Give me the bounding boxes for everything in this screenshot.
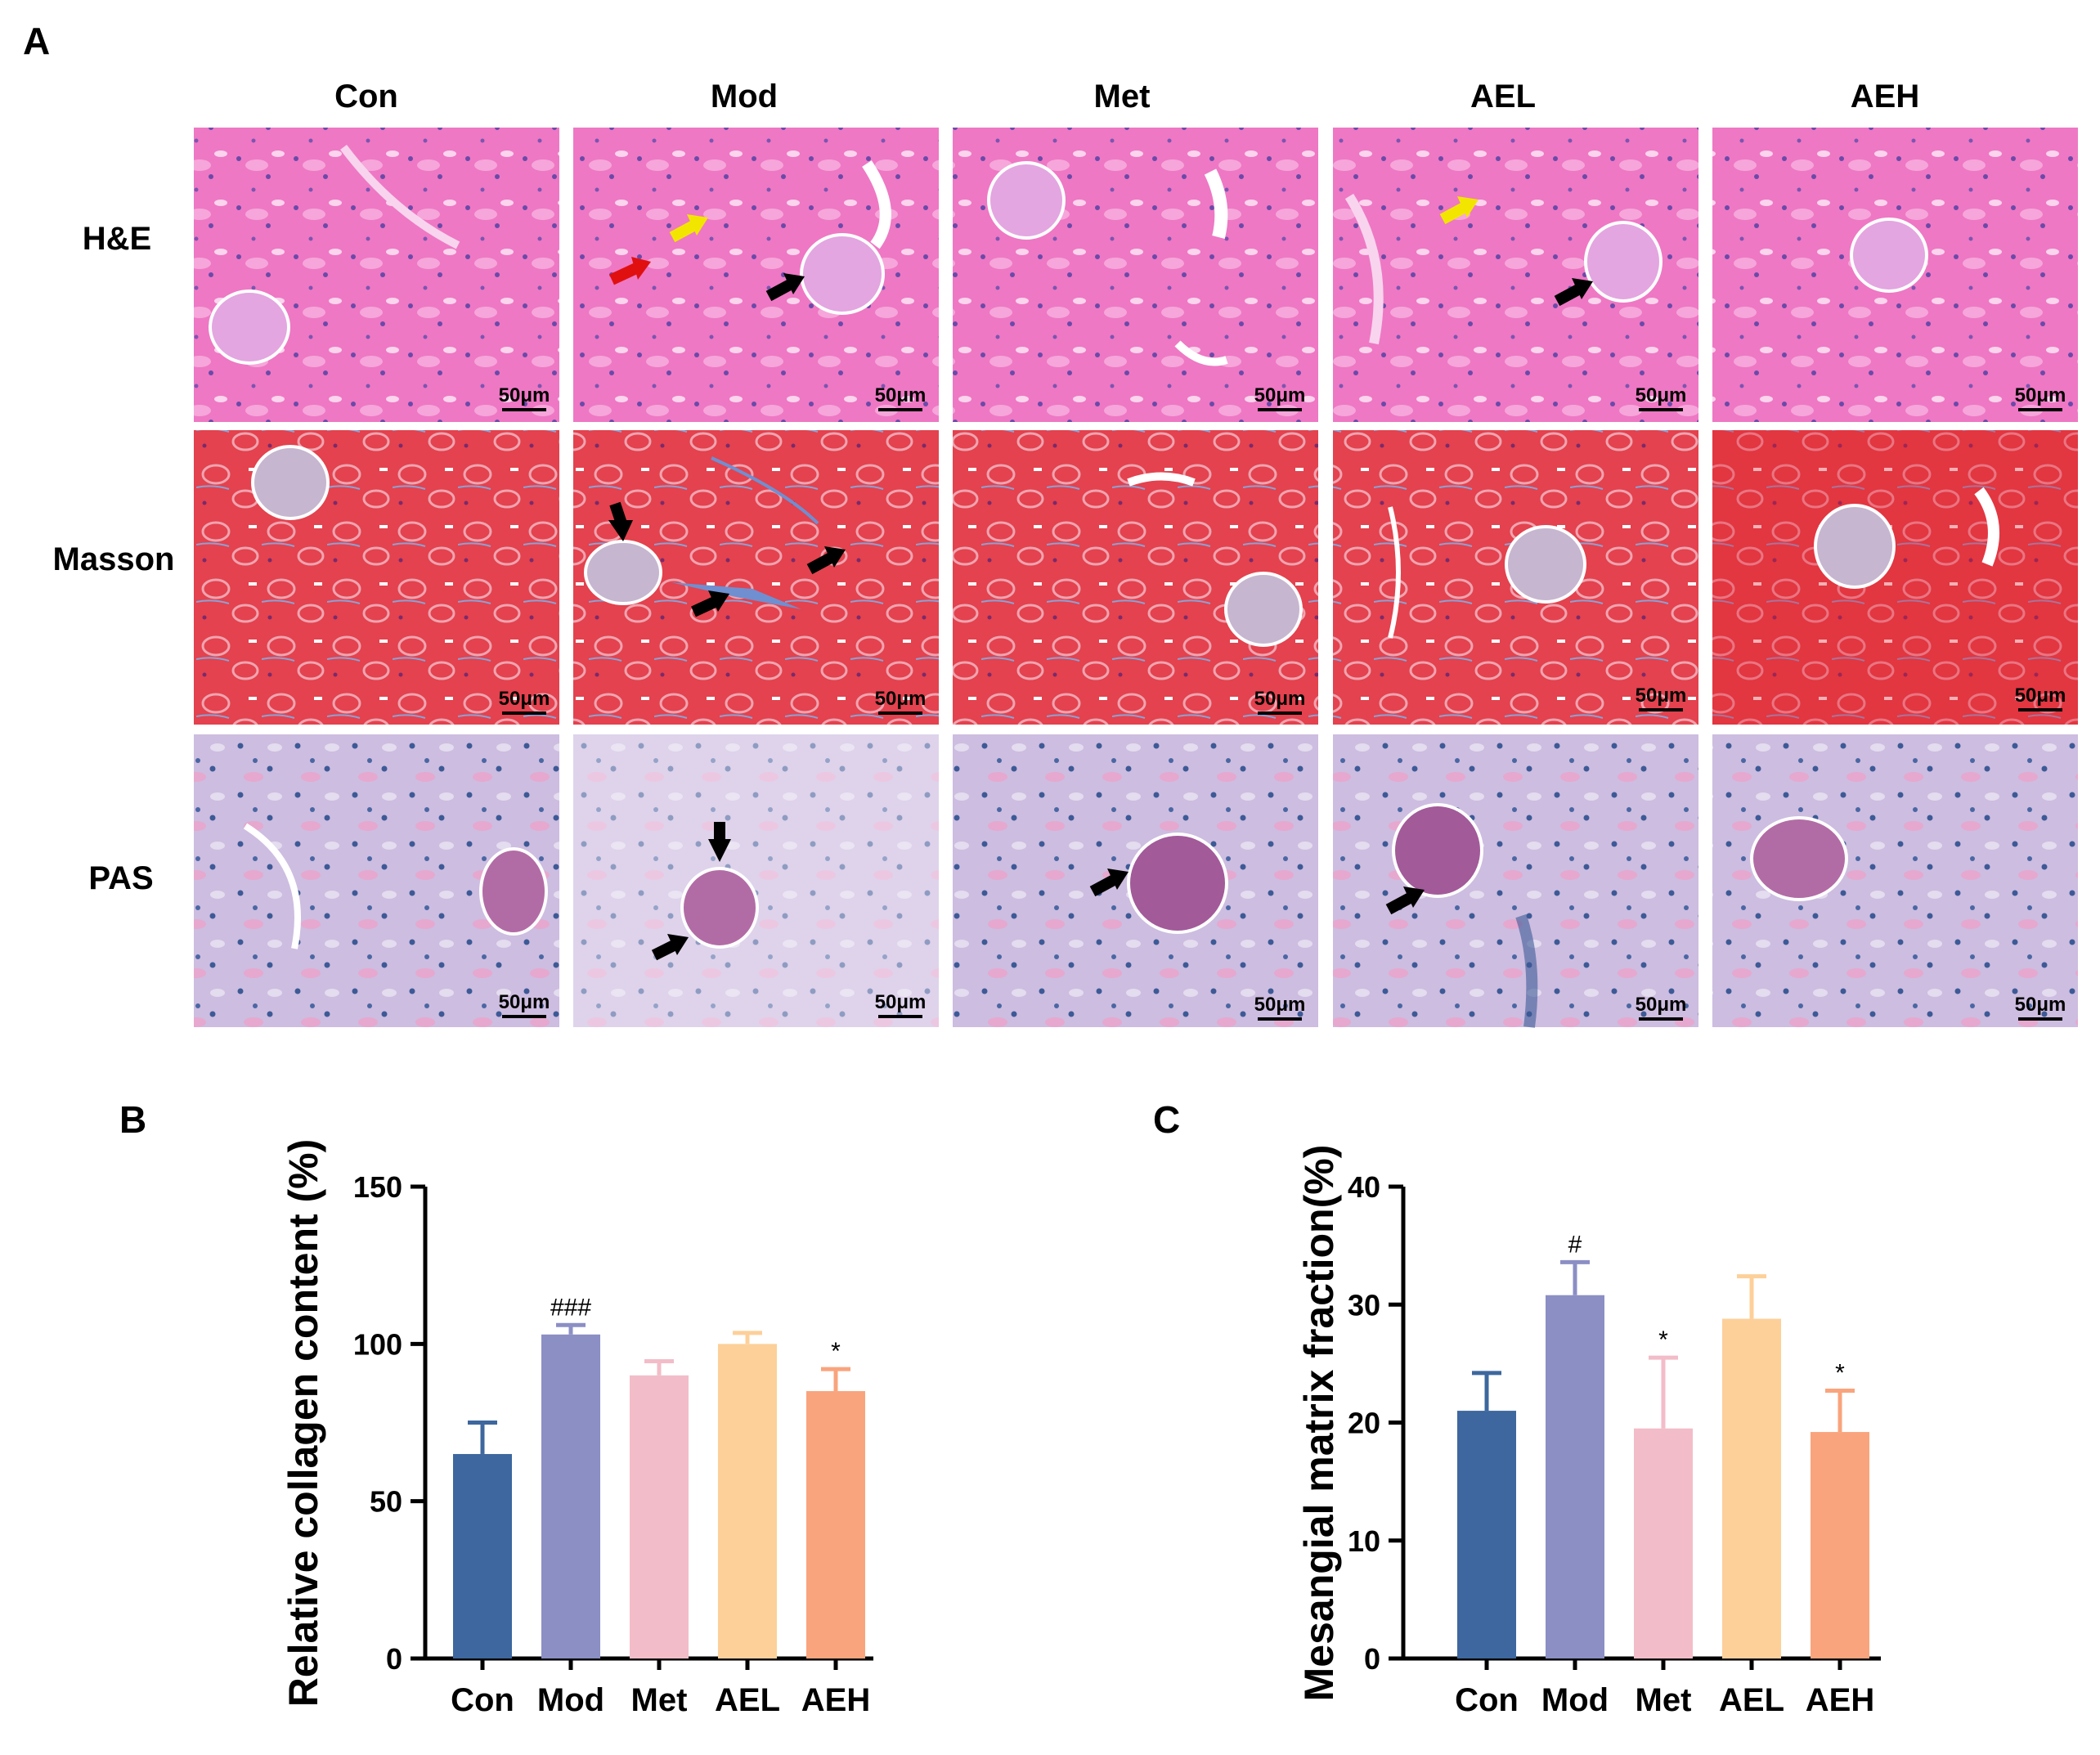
- y-axis-title: Mesangial matrix fraction(%): [1296, 1145, 1342, 1702]
- arrow-black-icon: [1385, 886, 1425, 915]
- y-tick-label: 10: [1348, 1524, 1380, 1558]
- scale-bar-label: 50μm: [2015, 684, 2066, 707]
- chart-relative-collagen: Relative collagen content (%) 050100150 …: [280, 1139, 873, 1718]
- arrow-black-icon: [708, 822, 731, 862]
- x-tick-label-aeh: AEH: [801, 1682, 870, 1718]
- scale-bar-label: 50μm: [1254, 688, 1306, 710]
- scale-bar-label: 50μm: [875, 688, 927, 710]
- arrow-black-icon: [691, 590, 729, 617]
- micrograph-he-aeh: 50μm: [1712, 128, 2078, 422]
- scale-bar-label: 50μm: [1636, 684, 1687, 707]
- bar-met: [1634, 1428, 1693, 1658]
- scale-bar-label: 50μm: [1636, 384, 1687, 406]
- bar-mod: [541, 1334, 600, 1658]
- y-tick-label: 100: [353, 1327, 402, 1361]
- micrograph-masson-ael: 50μm: [1333, 430, 1698, 725]
- micrograph-pas-aeh: 50μm: [1712, 734, 2078, 1027]
- column-label-mod: Mod: [711, 79, 778, 114]
- micrograph-masson-met: 50μm: [953, 430, 1318, 725]
- y-tick-label: 50: [370, 1485, 402, 1519]
- scale-bar-label: 50μm: [1254, 994, 1306, 1016]
- arrow-black-icon: [1089, 869, 1129, 897]
- column-label-met: Met: [1094, 79, 1151, 114]
- significance-label-mod: #: [1568, 1231, 1582, 1258]
- micrograph-masson-aeh: 50μm: [1712, 430, 2078, 725]
- significance-label-aeh: *: [1835, 1360, 1845, 1387]
- micrograph-he-mod: 50μm: [573, 128, 939, 422]
- micrograph-he-ael: 50μm: [1333, 128, 1698, 422]
- arrow-black-icon: [651, 934, 689, 961]
- arrow-yellow-icon: [1439, 196, 1479, 225]
- arrow-black-icon: [765, 273, 805, 302]
- panel-b-letter: B: [119, 1098, 146, 1141]
- row-label-masson: Masson: [53, 541, 175, 577]
- x-tick-label-aeh: AEH: [1806, 1682, 1874, 1718]
- arrow-red-icon: [609, 257, 651, 285]
- scale-bar-label: 50μm: [1254, 384, 1306, 406]
- bar-ael: [1722, 1318, 1781, 1658]
- x-tick-label-con: Con: [451, 1682, 514, 1718]
- row-label-he: H&E: [83, 221, 151, 257]
- panel-c-letter: C: [1153, 1098, 1180, 1141]
- arrow-black-icon: [608, 501, 633, 541]
- scale-bar-label: 50μm: [499, 384, 550, 406]
- scale-bar-label: 50μm: [875, 384, 927, 406]
- bar-mod: [1546, 1295, 1604, 1658]
- micrograph-pas-con: 50μm: [194, 734, 559, 1027]
- bar-con: [453, 1453, 512, 1658]
- significance-label-aeh: *: [831, 1338, 841, 1365]
- micrograph-pas-ael: 50μm: [1333, 734, 1698, 1028]
- x-tick-label-met: Met: [1636, 1682, 1692, 1718]
- panel-a-letter: A: [23, 20, 50, 62]
- scale-bar-label: 50μm: [2015, 384, 2066, 406]
- x-tick-label-con: Con: [1455, 1682, 1519, 1718]
- x-tick-label-ael: AEL: [1719, 1682, 1784, 1718]
- y-tick-label: 150: [353, 1170, 402, 1204]
- x-tick-label-ael: AEL: [715, 1682, 780, 1718]
- significance-label-mod: ###: [550, 1294, 591, 1321]
- arrow-yellow-icon: [669, 214, 708, 243]
- x-tick-label-mod: Mod: [1541, 1682, 1609, 1718]
- y-axis-title: Relative collagen content (%): [280, 1139, 326, 1708]
- scale-bar-label: 50μm: [499, 991, 550, 1013]
- y-tick-label: 40: [1348, 1170, 1380, 1204]
- scale-bar-label: 50μm: [499, 688, 550, 710]
- column-label-con: Con: [334, 79, 398, 114]
- column-label-ael: AEL: [1470, 79, 1536, 114]
- scale-bar-label: 50μm: [875, 991, 927, 1013]
- micrograph-he-con: 50μm: [194, 128, 559, 422]
- y-tick-label: 30: [1348, 1288, 1380, 1322]
- row-label-pas: PAS: [88, 860, 153, 896]
- significance-label-met: *: [1658, 1326, 1668, 1353]
- chart-mesangial-matrix: Mesangial matrix fraction(%) 0 10 20 30 40 C…: [1296, 1145, 1881, 1718]
- scale-bar-label: 50μm: [1636, 994, 1687, 1016]
- x-tick-label-met: Met: [631, 1682, 688, 1718]
- micrograph-he-met: 50μm: [953, 128, 1318, 422]
- micrograph-masson-con: 50μm: [194, 430, 559, 725]
- scale-bar-label: 50μm: [2015, 994, 2066, 1016]
- bar-ael: [718, 1344, 777, 1658]
- arrow-black-icon: [806, 546, 846, 575]
- micrograph-pas-mod: 50μm: [573, 734, 939, 1027]
- micrograph-masson-mod: 50μm: [573, 430, 939, 725]
- bar-aeh: [1811, 1432, 1869, 1658]
- arrow-black-icon: [1554, 278, 1593, 307]
- x-tick-label-mod: Mod: [537, 1682, 604, 1718]
- y-tick-label: 20: [1348, 1407, 1380, 1440]
- micrograph-pas-met: 50μm: [953, 734, 1318, 1027]
- column-label-aeh: AEH: [1851, 79, 1919, 114]
- bar-aeh: [806, 1391, 865, 1658]
- y-tick-label: 0: [1364, 1642, 1380, 1676]
- y-tick-label: 0: [386, 1642, 402, 1676]
- bar-con: [1457, 1411, 1516, 1658]
- bar-met: [630, 1375, 689, 1658]
